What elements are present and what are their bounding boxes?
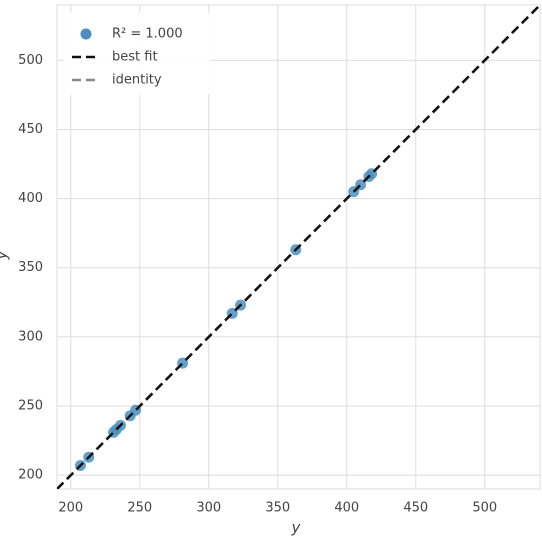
y-tick-label: 250 xyxy=(18,399,43,414)
x-axis-label: y xyxy=(291,519,302,537)
x-tick-label: 250 xyxy=(127,501,152,516)
x-tick-label: 400 xyxy=(334,501,359,516)
y-tick-label: 450 xyxy=(18,122,43,137)
y-tick-label: 500 xyxy=(18,53,43,68)
legend-label: best fit xyxy=(112,50,158,65)
y-axis-label: ŷ xyxy=(0,249,11,260)
x-tick-label: 300 xyxy=(196,501,221,516)
y-tick-label: 300 xyxy=(18,329,43,344)
x-tick-label: 500 xyxy=(472,501,497,516)
x-tick-label: 350 xyxy=(265,501,290,516)
legend-label: identity xyxy=(112,73,162,88)
x-tick-label: 200 xyxy=(58,501,83,516)
y-tick-label: 400 xyxy=(18,191,43,206)
legend-label: R² = 1.000 xyxy=(112,27,183,42)
x-tick-label: 450 xyxy=(403,501,428,516)
plot xyxy=(57,5,540,489)
legend-marker xyxy=(80,28,92,40)
y-tick-label: 200 xyxy=(18,468,43,483)
line xyxy=(57,5,540,489)
legend-box xyxy=(64,12,210,95)
y-tick-label: 350 xyxy=(18,260,43,275)
